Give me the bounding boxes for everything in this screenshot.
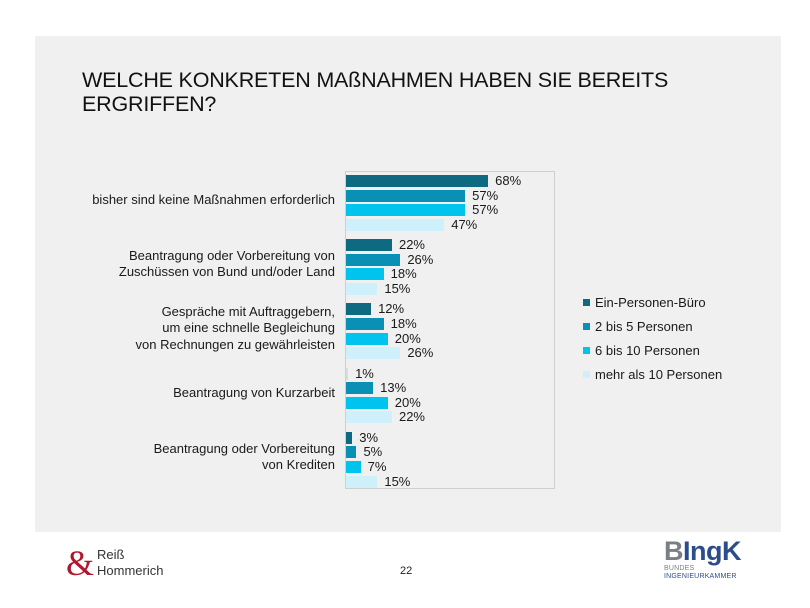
legend-swatch-icon — [583, 322, 590, 330]
category-label: Beantragung oder Vorbereitung von Kredite… — [154, 441, 335, 474]
legend-item: 6 bis 10 Personen — [583, 338, 722, 362]
bar — [346, 283, 378, 295]
bar — [346, 189, 466, 202]
bar — [346, 204, 466, 217]
legend-label: mehr als 10 Personen — [595, 366, 723, 382]
data-label: 26% — [407, 251, 434, 267]
legend-item: Ein-Personen-Büro — [583, 290, 722, 314]
legend: Ein-Personen-Büro 2 bis 5 Personen 6 bis 1… — [583, 290, 722, 386]
bar — [346, 218, 445, 231]
bar — [346, 253, 401, 266]
bar — [346, 367, 349, 380]
data-label: 47% — [451, 216, 478, 232]
category-label-line: Zuschüssen von Bund und/oder Land — [118, 264, 335, 280]
data-label: 20% — [394, 394, 421, 410]
bar — [346, 382, 374, 395]
data-label: 13% — [380, 380, 407, 396]
category-label: Beantragung oder Vorbereitung von Zuschüs… — [119, 248, 335, 281]
category-label-line: Gespräche mit Auftraggebern, — [161, 303, 335, 319]
category-label-line: Beantragung oder Vorbereitung von — [129, 247, 335, 263]
logo-b: B — [664, 536, 684, 566]
category-label-line: um eine schnelle Begleichung — [162, 320, 335, 336]
category-label-line: Beantragung oder Vorbereitung — [153, 440, 335, 456]
data-label: 18% — [390, 316, 417, 331]
bar — [346, 239, 392, 252]
category-label-line: von Krediten — [262, 457, 335, 472]
data-label: 20% — [394, 330, 421, 346]
category-label: Beantragung von Kurzarbeit — [173, 385, 335, 402]
bar — [346, 303, 372, 316]
data-label: 18% — [390, 266, 417, 282]
bar — [346, 318, 384, 330]
data-label: 68% — [495, 173, 522, 188]
category-label-line: bisher sind keine Maßnahmen erforderlich — [92, 191, 335, 207]
legend-label: Ein-Personen-Büro — [595, 294, 706, 310]
bar — [346, 175, 489, 187]
legend-swatch-icon — [583, 298, 590, 306]
bar — [346, 332, 388, 345]
legend-item: mehr als 10 Personen — [583, 362, 722, 386]
bar — [346, 396, 388, 409]
data-label: 5% — [363, 444, 383, 460]
legend-swatch-icon — [583, 346, 590, 354]
ampersand-icon: & — [66, 543, 95, 583]
legend-item: 2 bis 5 Personen — [583, 314, 722, 338]
category-label: Gespräche mit Auftraggebern, um eine schn… — [136, 304, 335, 354]
logo-bundes: BUNDES — [664, 565, 695, 572]
category-label-line: von Rechnungen zu gewährleisten — [135, 336, 335, 352]
logo-ingenieurkammer: INGENIEURKAMMER — [664, 573, 737, 580]
chart-title: WELCHE KONKRETEN MAßNAHMEN HABEN SIE BER… — [82, 68, 669, 116]
bar — [346, 446, 357, 459]
data-label: 1% — [355, 365, 374, 381]
data-label: 3% — [359, 429, 379, 445]
legend-label: 2 bis 5 Personen — [595, 318, 693, 334]
logo-line-2: Hommerich — [97, 563, 164, 578]
logo-line-1: Reiß — [97, 547, 125, 562]
legend-label: 6 bis 10 Personen — [595, 342, 700, 358]
legend-swatch-icon — [583, 370, 590, 378]
bar — [346, 431, 353, 444]
data-label: 57% — [472, 187, 499, 203]
logo-ingk: IngK — [683, 536, 742, 566]
slide-panel — [35, 36, 781, 532]
plot-area: 68% 57% 57% 47% 22% 26% 18% 15% 12% 18% 20% 26% 1% 13… — [345, 171, 555, 489]
reiss-hommerich-logo: & Reiß Hommerich — [66, 545, 163, 581]
data-label: 12% — [378, 301, 405, 317]
data-label: 15% — [384, 473, 411, 489]
page-number: 22 — [400, 565, 413, 577]
data-label: 26% — [407, 345, 434, 361]
category-label: bisher sind keine Maßnahmen erforderlich — [92, 192, 335, 209]
data-label: 7% — [367, 459, 387, 474]
data-label: 57% — [472, 202, 499, 218]
data-label: 22% — [398, 237, 425, 253]
bar — [346, 461, 361, 473]
bingk-logo: BIngK BUNDES INGENIEURKAMMER — [664, 536, 742, 581]
bar — [346, 411, 392, 424]
category-label-line: Beantragung von Kurzarbeit — [173, 384, 335, 400]
data-label: 15% — [384, 281, 411, 296]
bar — [346, 268, 384, 281]
bar — [346, 347, 401, 360]
data-label: 22% — [398, 409, 425, 425]
bar — [346, 475, 378, 488]
